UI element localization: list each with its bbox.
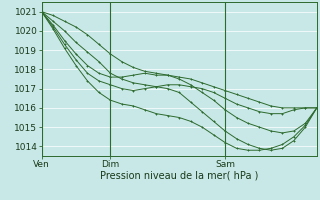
X-axis label: Pression niveau de la mer( hPa ): Pression niveau de la mer( hPa ) [100,171,258,181]
